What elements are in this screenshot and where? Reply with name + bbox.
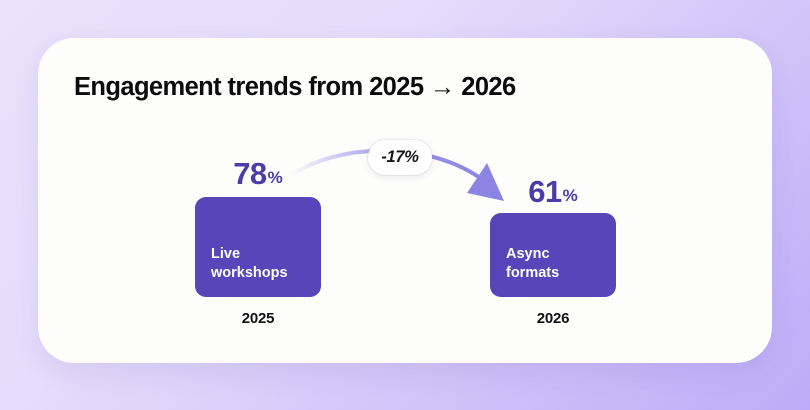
percent-number-2026: 61 bbox=[528, 174, 562, 209]
axis-label-2025: 2025 bbox=[241, 310, 275, 327]
bar-label-2026-line1: Async bbox=[506, 245, 550, 262]
delta-badge-label: -17% bbox=[381, 148, 419, 166]
bar-label-2025: Live workshops bbox=[211, 245, 309, 283]
percent-symbol-2025: % bbox=[267, 168, 283, 187]
bar-label-2025-line1: Live bbox=[211, 245, 241, 262]
delta-badge: -17% bbox=[368, 140, 432, 175]
page-title: Engagement trends from 2025 → 2026 bbox=[74, 73, 516, 101]
bar-label-2026: Async formats bbox=[506, 245, 604, 283]
percent-number-2025: 78 bbox=[233, 156, 267, 191]
bar-2025: Live workshops bbox=[195, 197, 321, 297]
bar-label-2026-line2: formats bbox=[506, 264, 560, 281]
percent-symbol-2026: % bbox=[562, 186, 578, 205]
axis-label-2026: 2026 bbox=[536, 310, 570, 327]
bar-label-2025-line2: workshops bbox=[211, 264, 288, 281]
percent-value-2026: 61% bbox=[453, 176, 653, 207]
content-card: Engagement trends from 2025 → 2026 -17% … bbox=[38, 38, 772, 363]
percent-value-2025: 78% bbox=[158, 158, 358, 189]
column-2026: 61% Async formats 2026 bbox=[453, 38, 653, 363]
bar-2026: Async formats bbox=[490, 213, 616, 297]
column-2025: 78% Live workshops 2025 bbox=[158, 38, 358, 363]
